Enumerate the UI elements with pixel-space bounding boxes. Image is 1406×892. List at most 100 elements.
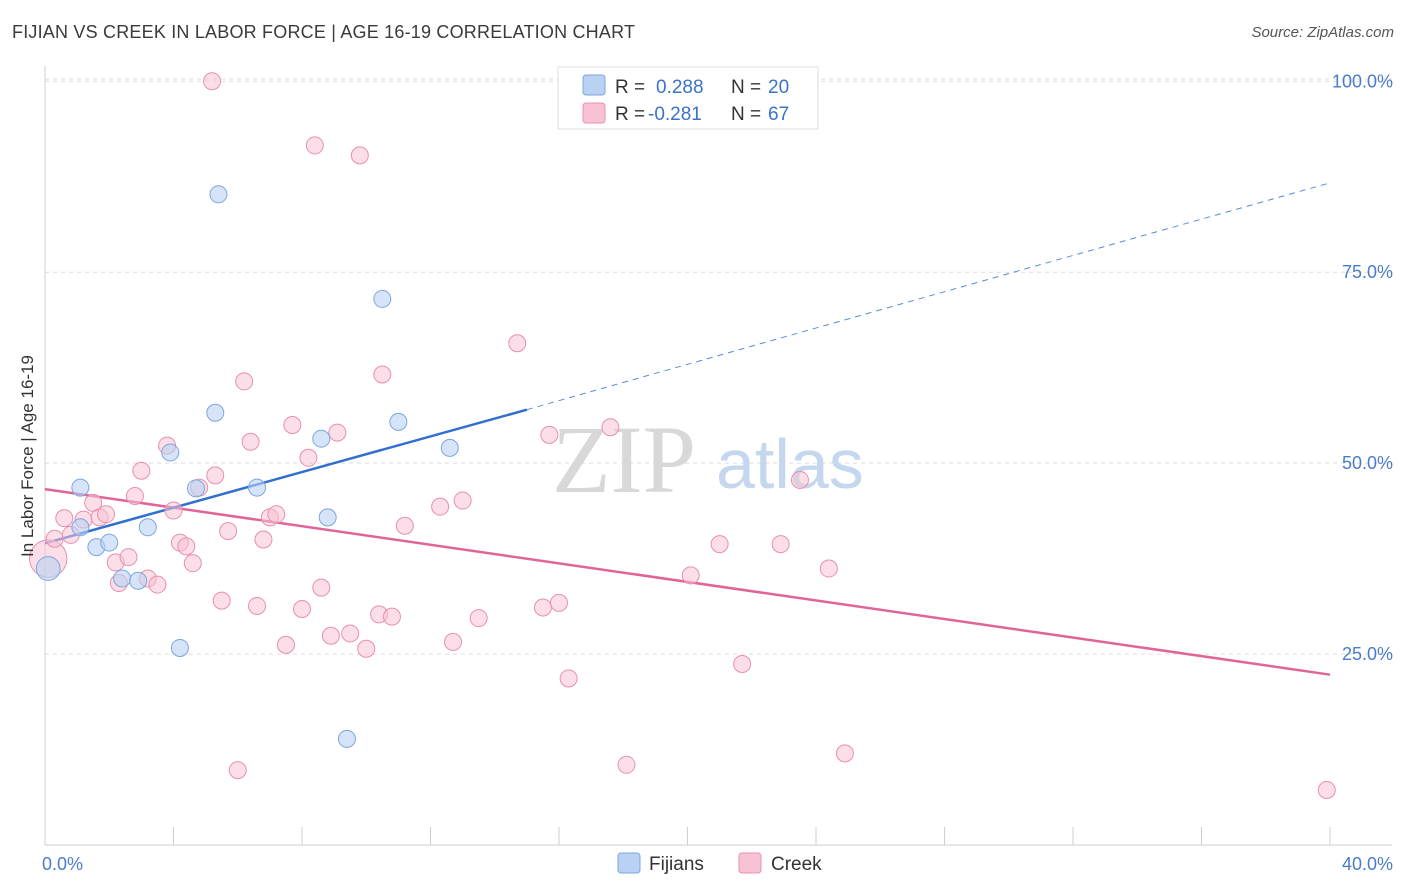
fijian-point bbox=[440, 438, 459, 457]
creek-point bbox=[350, 146, 369, 165]
fijian-trendline bbox=[44, 408, 528, 545]
fijian-legend-swatch bbox=[582, 74, 606, 96]
stats-legend: R = 0.288 N = 20 R = -0.281 N = 67 bbox=[557, 66, 819, 130]
creek-point bbox=[312, 578, 331, 597]
fijian-point bbox=[161, 443, 180, 462]
creek-point bbox=[395, 516, 414, 535]
fijian-point bbox=[113, 569, 132, 588]
chart-source: Source: ZipAtlas.com bbox=[1251, 24, 1394, 41]
creek-points bbox=[29, 72, 1336, 800]
fijian-point bbox=[100, 533, 119, 552]
creek-point bbox=[267, 505, 286, 524]
creek-point bbox=[305, 136, 324, 155]
y-axis-title: In Labor Force | Age 16-19 bbox=[18, 355, 37, 557]
creek-point bbox=[357, 639, 376, 658]
creek-point bbox=[132, 461, 151, 480]
y-tick-label: 75.0% bbox=[1342, 262, 1393, 282]
creek-point bbox=[733, 654, 752, 673]
creek-point bbox=[341, 624, 360, 643]
fijian-point bbox=[170, 638, 189, 657]
creek-point bbox=[790, 470, 809, 489]
fijian-point bbox=[209, 185, 228, 204]
fijian-points bbox=[35, 185, 459, 748]
creek-point bbox=[212, 591, 231, 610]
creek-r-value: -0.281 bbox=[648, 104, 702, 125]
creek-point bbox=[55, 509, 74, 528]
grid-lines bbox=[45, 78, 1392, 655]
x-tick-labels: 0.0% 40.0% bbox=[42, 854, 1393, 874]
fijian-r-value: 0.288 bbox=[656, 77, 704, 98]
x-tick-label: 40.0% bbox=[1342, 854, 1393, 874]
creek-point bbox=[228, 761, 247, 780]
fijian-point bbox=[138, 518, 157, 537]
fijian-point bbox=[186, 479, 205, 498]
fijian-point bbox=[35, 556, 61, 581]
creek-point bbox=[540, 425, 559, 444]
fijian-point bbox=[312, 429, 331, 448]
fijian-point bbox=[206, 403, 225, 422]
creek-point bbox=[1317, 781, 1336, 800]
creek-point bbox=[206, 466, 225, 485]
creek-point bbox=[835, 744, 854, 763]
creek-point bbox=[508, 334, 527, 353]
y-tick-label: 25.0% bbox=[1342, 644, 1393, 664]
creek-point bbox=[283, 415, 302, 434]
fijian-point bbox=[337, 729, 356, 748]
creek-point bbox=[219, 522, 238, 541]
creek-point bbox=[328, 423, 347, 442]
fijian-point bbox=[318, 508, 337, 527]
fijian-point bbox=[129, 571, 148, 590]
fijian-n-value: 20 bbox=[768, 77, 789, 98]
watermark: ZIP atlas bbox=[552, 406, 864, 513]
watermark-zip: ZIP bbox=[552, 406, 696, 513]
creek-point bbox=[771, 535, 790, 554]
creek-point bbox=[373, 365, 392, 384]
fijian-trendline-extension bbox=[526, 182, 1331, 411]
creek-n-value: 67 bbox=[768, 104, 789, 125]
fijian-point bbox=[389, 412, 408, 431]
creek-r-label: R = bbox=[615, 104, 645, 125]
creek-legend-label: Creek bbox=[771, 854, 822, 875]
creek-point bbox=[254, 530, 273, 549]
fijians-legend-label: Fijians bbox=[649, 854, 704, 875]
creek-point bbox=[533, 598, 552, 617]
creek-n-label: N = bbox=[731, 104, 761, 125]
chart-title: FIJIAN VS CREEK IN LABOR FORCE | AGE 16-… bbox=[12, 22, 636, 42]
creek-point bbox=[45, 529, 64, 548]
y-tick-labels: 25.0% 50.0% 75.0% 100.0% bbox=[1332, 71, 1393, 664]
creek-point bbox=[299, 448, 318, 467]
fijian-r-label: R = bbox=[615, 77, 645, 98]
creek-point bbox=[235, 372, 254, 391]
creek-point bbox=[183, 554, 202, 573]
creek-point bbox=[125, 486, 144, 505]
fijian-n-label: N = bbox=[731, 77, 761, 98]
y-tick-label: 50.0% bbox=[1342, 453, 1393, 473]
creek-point bbox=[177, 537, 196, 556]
creek-legend-swatch bbox=[582, 102, 606, 124]
x-tick-label: 0.0% bbox=[42, 854, 83, 874]
creek-point bbox=[321, 626, 340, 645]
creek-point bbox=[148, 575, 167, 594]
fijian-point bbox=[71, 478, 90, 497]
y-tick-label: 100.0% bbox=[1332, 71, 1393, 91]
creek-point bbox=[443, 632, 462, 651]
creek-point bbox=[453, 491, 472, 510]
creek-point bbox=[469, 609, 488, 628]
axes bbox=[44, 66, 1392, 846]
creek-point bbox=[97, 505, 116, 524]
watermark-atlas: atlas bbox=[716, 425, 864, 503]
creek-point bbox=[276, 635, 295, 654]
creek-point bbox=[681, 566, 700, 585]
creek-point bbox=[617, 755, 636, 774]
creek-point bbox=[382, 607, 401, 626]
creek-point bbox=[119, 548, 138, 567]
creek-point bbox=[601, 418, 620, 437]
creek-point bbox=[241, 432, 260, 451]
series-legend: Fijians Creek bbox=[617, 852, 822, 875]
fijian-point bbox=[248, 478, 267, 497]
fijian-point bbox=[71, 518, 90, 537]
creek-point bbox=[819, 559, 838, 578]
fijians-legend-swatch bbox=[617, 852, 641, 874]
creek-point bbox=[710, 535, 729, 554]
